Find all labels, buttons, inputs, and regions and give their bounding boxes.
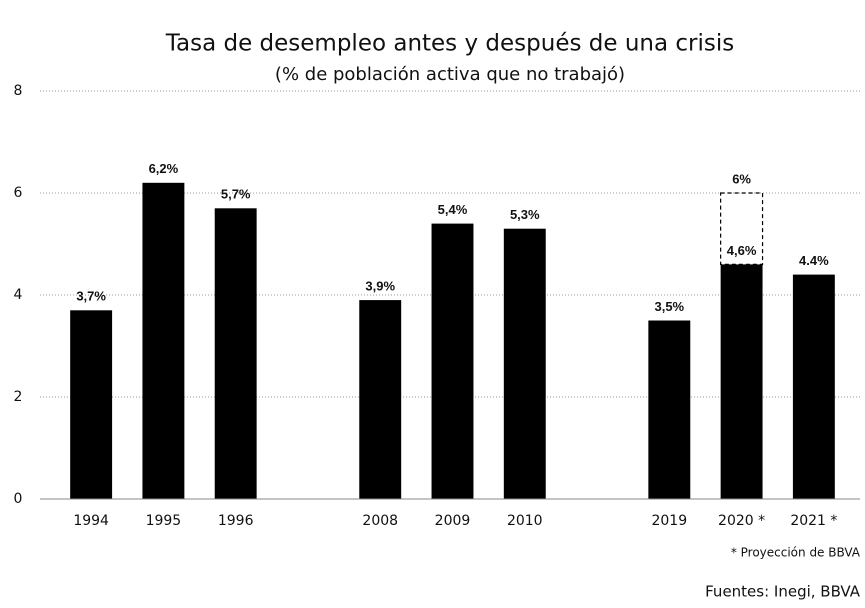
y-tick-label: 4 bbox=[14, 287, 23, 303]
value-label: 3,5% bbox=[654, 299, 684, 314]
value-label: 3,9% bbox=[365, 279, 395, 294]
source: Fuentes: Inegi, BBVA bbox=[705, 583, 861, 601]
chart-subtitle: (% de población activa que no trabajó) bbox=[275, 64, 625, 85]
bar bbox=[720, 264, 763, 499]
bar bbox=[503, 228, 546, 499]
bar bbox=[70, 310, 113, 499]
value-label: 6,2% bbox=[149, 161, 179, 176]
x-tick-label: 1994 bbox=[73, 513, 109, 529]
bar bbox=[792, 274, 835, 499]
x-tick-label: 2009 bbox=[435, 513, 471, 529]
y-tick-label: 0 bbox=[14, 491, 23, 507]
value-label: 5,4% bbox=[438, 202, 468, 217]
bar bbox=[359, 300, 402, 499]
value-label: 5,7% bbox=[221, 187, 251, 202]
y-tick-label: 2 bbox=[14, 389, 23, 405]
value-label: 4.4% bbox=[799, 253, 829, 268]
x-tick-label: 2019 bbox=[651, 513, 687, 529]
projection-label: 6% bbox=[732, 171, 751, 186]
x-tick-label: 2010 bbox=[507, 513, 543, 529]
x-tick-label: 2020 * bbox=[718, 513, 765, 529]
x-tick-label: 1996 bbox=[218, 513, 254, 529]
bar bbox=[648, 320, 691, 499]
chart-title: Tasa de desempleo antes y después de una… bbox=[165, 31, 734, 57]
projection-bar bbox=[720, 192, 764, 266]
bar bbox=[142, 182, 185, 500]
value-label: 4,6% bbox=[727, 243, 757, 258]
y-tick-label: 8 bbox=[14, 83, 23, 99]
y-tick-label: 6 bbox=[14, 185, 23, 201]
x-tick-label: 2008 bbox=[362, 513, 398, 529]
footnote: * Proyección de BBVA bbox=[731, 546, 861, 560]
x-tick-label: 2021 * bbox=[790, 513, 837, 529]
bar bbox=[214, 208, 257, 500]
value-label: 5,3% bbox=[510, 207, 540, 222]
bar bbox=[431, 223, 474, 499]
x-tick-label: 1995 bbox=[146, 513, 182, 529]
value-label: 3,7% bbox=[76, 289, 106, 304]
